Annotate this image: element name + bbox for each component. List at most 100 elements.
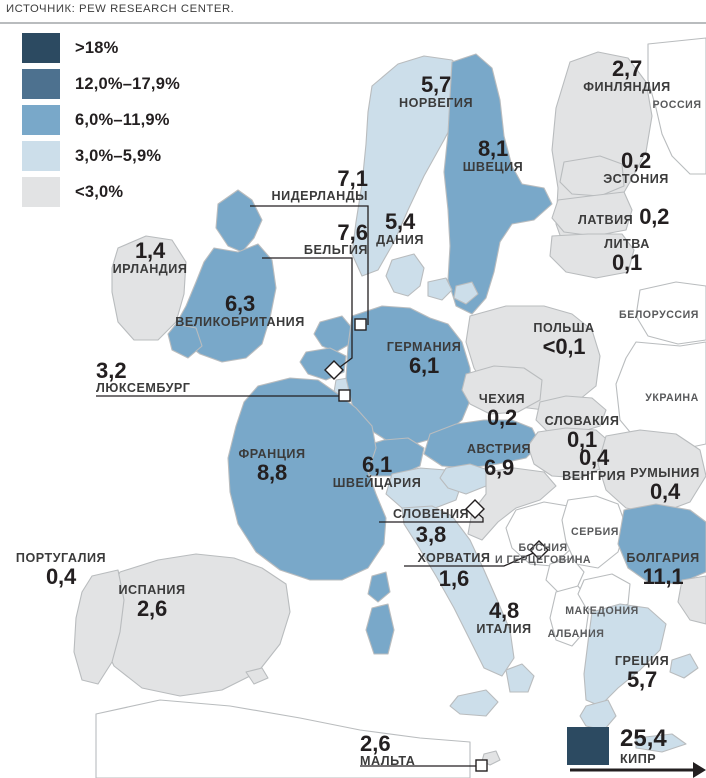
value-ireland: 1,4: [135, 238, 165, 263]
region-greece: [583, 603, 667, 707]
name-romania: РУМЫНИЯ: [630, 466, 700, 480]
label-romania: РУМЫНИЯ 0,4: [625, 467, 705, 503]
name-austria: АВСТРИЯ: [466, 442, 532, 456]
name-ireland: ИРЛАНДИЯ: [112, 262, 188, 276]
region-portugal: [73, 569, 125, 685]
name-albania: АЛБАНИЯ: [547, 628, 605, 640]
value-romania: 0,4: [650, 478, 680, 504]
label-portugal: ПОРТУГАЛИЯ 0,4: [6, 552, 116, 588]
name-sweden: ШВЕЦИЯ: [462, 160, 524, 174]
label-bulgaria: БОЛГАРИЯ 11,1: [620, 552, 706, 588]
name-serbia: СЕРБИЯ: [571, 526, 619, 538]
label-estonia: 0,2 ЭСТОНИЯ: [588, 150, 684, 186]
value-poland: <0,1: [542, 333, 586, 359]
label-albania: АЛБАНИЯ: [540, 629, 612, 640]
value-bulgaria: 11,1: [642, 563, 684, 589]
source-text: ИСТОЧНИК: PEW RESEARCH CENTER.: [6, 3, 235, 15]
region-uk-wales: [167, 323, 203, 359]
value-belgium: 7,6: [337, 220, 368, 245]
name-norway: НОРВЕГИЯ: [398, 96, 474, 110]
name-slovenia: СЛОВЕНИЯ: [392, 507, 470, 521]
europe-map-svg: [73, 37, 706, 778]
region-serbia: [561, 495, 627, 569]
region-denmark-isl1: [427, 277, 453, 301]
legend-swatch: [22, 69, 60, 99]
region-denmark-isl2: [453, 281, 479, 305]
name-luxembourg: ЛЮКСЕМБУРГ: [96, 381, 191, 395]
header-divider: [0, 22, 706, 24]
name-malta: МАЛЬТА: [360, 754, 416, 768]
region-sicily: [449, 689, 499, 717]
value-norway: 5,7: [421, 72, 451, 97]
name-spain: ИСПАНИЯ: [118, 583, 186, 597]
region-belarus: [635, 281, 706, 345]
value-germany: 6,1: [409, 352, 439, 378]
label-serbia: СЕРБИЯ: [563, 527, 627, 538]
name-denmark: ДАНИЯ: [376, 233, 424, 247]
value-czechia: 0,2: [487, 404, 517, 430]
label-ukraine: УКРАИНА: [638, 393, 706, 404]
callout-croatia: ХОРВАТИЯ 1,6: [404, 551, 504, 591]
value-latvia: 0,2: [639, 204, 670, 229]
callout-netherlands: 7,1 НИДЕРЛАНДЫ: [250, 168, 368, 204]
label-greece: ГРЕЦИЯ 5,7: [602, 655, 682, 691]
value-cyprus: 25,4: [620, 725, 667, 752]
value-france: 8,8: [257, 459, 287, 485]
name-switzerland: ШВЕЙЦАРИЯ: [332, 476, 422, 490]
value-spain: 2,6: [137, 595, 167, 621]
region-slovakia: [535, 395, 607, 435]
name-belarus: БЕЛОРУССИЯ: [619, 309, 699, 321]
legend-swatch: [22, 141, 60, 171]
region-sweden: [443, 53, 553, 315]
value-finland: 2,7: [612, 56, 642, 81]
name-hungary: ВЕНГРИЯ: [562, 469, 626, 483]
cyprus-swatch: [567, 727, 609, 765]
value-slovenia: 3,8: [415, 521, 447, 547]
value-austria: 6,9: [484, 454, 514, 480]
region-corsica: [367, 571, 391, 603]
label-germany: ГЕРМАНИЯ 6,1: [371, 341, 477, 377]
name-russia: РОССИЯ: [652, 99, 702, 111]
value-uk: 6,3: [225, 291, 255, 316]
region-greece-pelop: [579, 699, 617, 731]
legend-item: 3,0%–5,9%: [22, 141, 180, 171]
value-greece: 5,7: [627, 666, 657, 692]
name-czechia: ЧЕХИЯ: [478, 392, 526, 406]
legend-label: <3,0%: [75, 182, 124, 201]
name-uk: ВЕЛИКОБРИТАНИЯ: [175, 315, 305, 329]
legend-item: <3,0%: [22, 177, 180, 207]
name-macedonia: МАКЕДОНИЯ: [565, 605, 639, 617]
name-latvia: ЛАТВИЯ: [578, 213, 634, 227]
value-sweden: 8,1: [478, 136, 508, 161]
value-croatia: 1,6: [438, 565, 470, 591]
name-italy: ИТАЛИЯ: [476, 622, 532, 636]
region-latvia: [551, 191, 633, 237]
label-uk: 6,3 ВЕЛИКОБРИТАНИЯ: [160, 293, 320, 329]
name-portugal: ПОРТУГАЛИЯ: [15, 551, 107, 565]
name-lithuania: ЛИТВА: [604, 237, 650, 251]
region-north-africa: [95, 699, 471, 778]
region-russia: [647, 37, 706, 175]
name-bosnia-line2: И ГЕРЦЕГОВИНА: [494, 553, 592, 566]
label-finland: 2,7 ФИНЛЯНДИЯ: [563, 58, 691, 94]
label-poland: ПОЛЬША <0,1: [520, 322, 608, 358]
name-estonia: ЭСТОНИЯ: [603, 172, 669, 186]
value-slovakia: 0,1: [567, 426, 597, 452]
label-macedonia: МАКЕДОНИЯ: [560, 606, 644, 617]
label-denmark: 5,4 ДАНИЯ: [362, 211, 438, 247]
value-portugal: 0,4: [46, 563, 76, 589]
region-estonia: [559, 155, 625, 197]
label-slovakia: СЛОВАКИЯ 0,1: [534, 415, 630, 451]
name-slovakia: СЛОВАКИЯ: [544, 414, 620, 428]
legend-item: 12,0%–17,9%: [22, 69, 180, 99]
region-romania: [597, 429, 706, 515]
label-belarus: БЕЛОРУССИЯ: [612, 310, 706, 321]
value-denmark: 5,4: [385, 209, 415, 234]
region-balearics: [245, 667, 269, 685]
region-crete: [635, 733, 687, 753]
name-poland: ПОЛЬША: [533, 321, 595, 335]
name-cyprus: КИПР: [620, 752, 657, 766]
callout-belgium: 7,6 БЕЛЬГИЯ: [262, 222, 368, 258]
value-estonia: 0,2: [621, 148, 651, 173]
value-switzerland: 6,1: [362, 452, 392, 477]
